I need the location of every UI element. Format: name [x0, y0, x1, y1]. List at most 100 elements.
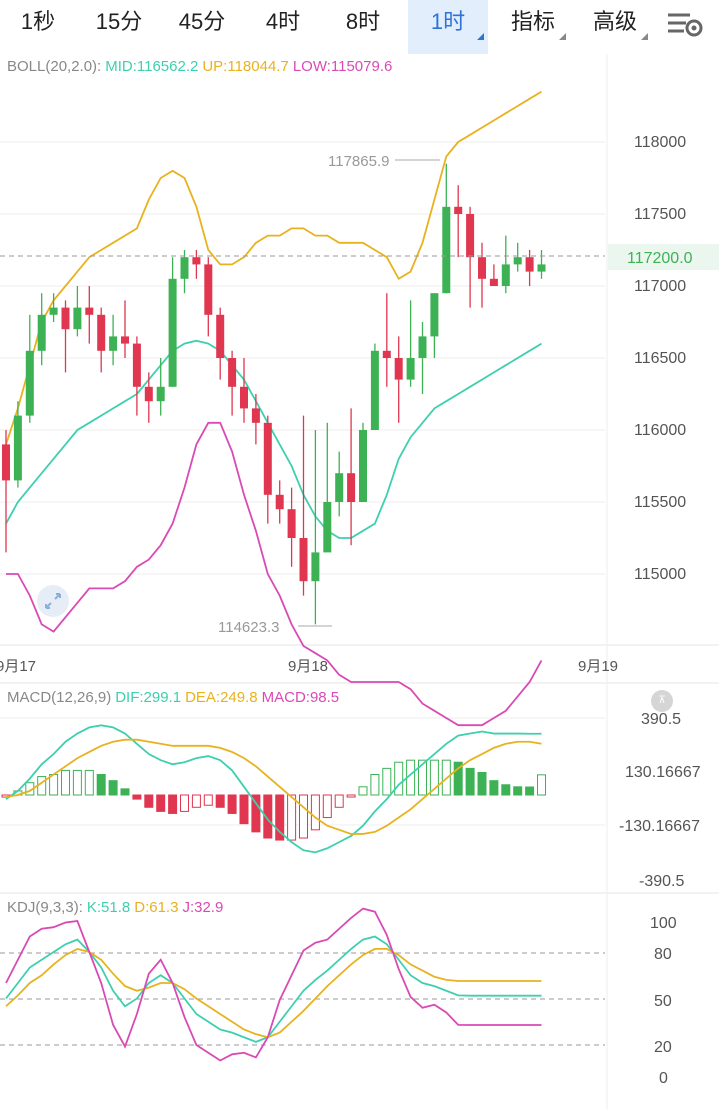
candle-body	[180, 257, 189, 279]
expand-arrows-icon	[45, 593, 61, 609]
candle-body	[287, 509, 296, 538]
tab-1h[interactable]: 1时	[408, 0, 488, 54]
candle-body	[204, 264, 213, 315]
macd-legend[interactable]: MACD(12,26,9) DIF:299.1 DEA:249.8 MACD:98.5	[7, 689, 343, 706]
date-label: 9月17	[0, 658, 36, 675]
macd-bar	[501, 784, 511, 796]
tab-4h[interactable]: 4时	[252, 0, 314, 54]
boll-lines	[5, 90, 543, 727]
date-axis: 9月17 9月18 9月19	[0, 658, 618, 675]
settings-sliders-icon	[668, 13, 703, 37]
macd-bar	[263, 794, 273, 839]
collapse-indicator-button[interactable]: ⊼	[651, 690, 673, 712]
boll-upper-line	[5, 90, 542, 445]
candle-body	[49, 307, 58, 315]
k-badge-icon: ⊼	[658, 695, 666, 706]
candle-body	[394, 358, 403, 380]
macd-bar	[322, 794, 332, 819]
macd-bar	[370, 774, 380, 796]
candle-body	[418, 336, 427, 358]
tab-label: 指标	[510, 9, 555, 34]
macd-bar	[168, 794, 178, 814]
macd-bar	[239, 794, 249, 825]
macd-bar	[299, 794, 308, 839]
tab-8h[interactable]: 8时	[332, 0, 394, 54]
kdj-panel	[5, 907, 542, 1062]
macd-bar	[537, 774, 546, 796]
macd-bar	[132, 794, 142, 800]
high-price-marker: 117865.9	[328, 153, 389, 170]
macd-bar	[358, 786, 368, 796]
macd-bar	[84, 769, 94, 796]
macd-bar	[334, 794, 344, 808]
tab-45m[interactable]: 45分	[168, 0, 236, 54]
macd-bar	[108, 780, 118, 796]
kdj-tick: 100	[650, 915, 677, 932]
candle-body	[323, 502, 332, 553]
candle-body	[192, 257, 201, 265]
chart-settings-button[interactable]	[664, 8, 706, 42]
current-price-label: 117200.0	[627, 250, 693, 267]
candle-body	[13, 415, 22, 481]
tab-label: 高级	[592, 9, 637, 34]
kdj-title: KDJ(9,3,3):	[7, 899, 83, 916]
macd-bar	[525, 786, 535, 796]
kdj-legend[interactable]: KDJ(9,3,3): K:51.8 D:61.3 J:32.9	[7, 899, 227, 916]
macd-bar	[394, 761, 404, 796]
kdj-axis: 100 80 50 20 0	[650, 915, 677, 1087]
current-price-box	[608, 244, 719, 270]
candle-body	[73, 307, 82, 330]
macd-bar	[156, 794, 166, 812]
tab-label: 1秒	[20, 9, 56, 34]
macd-bar	[227, 794, 237, 814]
tab-15m[interactable]: 15分	[86, 0, 152, 54]
boll-mid-line	[5, 339, 542, 539]
macd-bar	[49, 774, 59, 796]
macd-panel	[1, 724, 546, 854]
boll-low-value: LOW:115079.6	[292, 58, 393, 75]
candle-body	[513, 257, 522, 265]
boll-legend[interactable]: BOLL(20,2.0): MID:116562.2 UP:118044.7 LOW:…	[7, 58, 396, 75]
candle-body	[489, 278, 498, 286]
tab-advanced[interactable]: 高级	[578, 0, 652, 54]
candle-body	[347, 473, 356, 502]
low-price-marker: 114623.3	[218, 619, 279, 636]
candle-body	[228, 358, 237, 387]
candle-body	[121, 336, 129, 344]
price-tick: 117000	[634, 278, 686, 295]
kdj-tick: 0	[659, 1070, 668, 1087]
dropdown-triangle-icon	[641, 33, 648, 40]
macd-tick: -130.16667	[619, 818, 700, 835]
candle-body	[370, 350, 379, 430]
macd-macd-value: MACD:98.5	[261, 689, 340, 706]
fit-screen-button[interactable]	[37, 585, 69, 617]
candle-body	[61, 307, 70, 330]
tab-label: 8时	[345, 9, 381, 34]
candle-body	[156, 386, 165, 402]
macd-bar	[513, 786, 523, 796]
macd-bar	[453, 761, 463, 796]
candle-body	[454, 206, 463, 214]
kdj-tick: 80	[654, 946, 672, 963]
tab-1s[interactable]: 1秒	[8, 0, 68, 54]
tab-indicators[interactable]: 指标	[496, 0, 570, 54]
kdj-d-value: D:61.3	[134, 899, 179, 916]
candle-body	[478, 257, 486, 279]
dropdown-triangle-icon	[559, 33, 566, 40]
macd-tick: 130.16667	[625, 764, 701, 781]
candle-body	[251, 408, 260, 423]
candle-body	[406, 358, 415, 380]
candle-body	[359, 430, 367, 502]
candle-body	[382, 350, 391, 358]
kdj-k-line	[5, 935, 542, 1043]
candle-body	[275, 494, 284, 510]
price-axis: 118000 117500 117000 116500 116000 11550…	[634, 134, 686, 583]
kdj-k-value: K:51.8	[86, 899, 131, 916]
macd-dif-value: DIF:299.1	[115, 689, 182, 706]
kdj-j-line	[5, 907, 542, 1062]
macd-bar	[215, 794, 225, 808]
macd-bar	[382, 767, 392, 796]
macd-bar	[477, 771, 487, 796]
candle-body	[335, 473, 344, 502]
